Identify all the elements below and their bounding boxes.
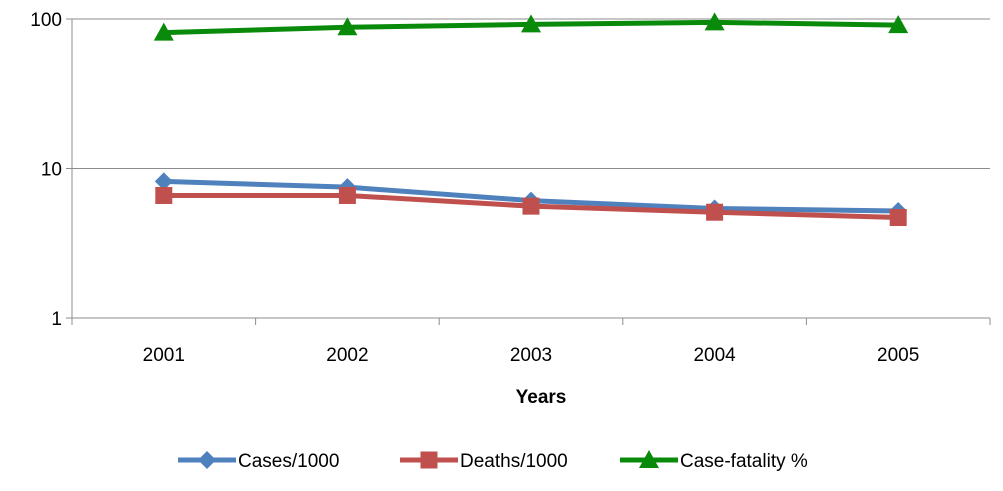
legend-item-2: Case-fatality % <box>620 450 808 472</box>
x-tick-label-2003: 2003 <box>510 345 552 366</box>
data-point-2-2 <box>521 14 541 33</box>
axes: 1 10 100 2001 2002 2003 2004 2005 <box>30 10 991 366</box>
data-point-1-1 <box>338 186 356 204</box>
legend-label-0: Cases/1000 <box>238 451 339 472</box>
data-point-0-0 <box>154 172 173 191</box>
series-1 <box>155 186 907 227</box>
y-tick-label-10: 10 <box>41 160 62 181</box>
legend-item-1: Deaths/1000 <box>400 451 568 472</box>
data-point-2-3 <box>704 12 725 31</box>
x-axis-title: Years <box>516 387 567 408</box>
data-point-2-0 <box>153 22 174 41</box>
legend-label-1: Deaths/1000 <box>460 451 568 472</box>
legend-marker-0 <box>198 451 216 469</box>
x-tick-label-2002: 2002 <box>326 345 368 366</box>
x-tick-label-2005: 2005 <box>877 345 919 366</box>
gridlines <box>72 18 990 169</box>
data-point-2-4 <box>888 15 909 34</box>
data-point-1-2 <box>522 197 540 215</box>
legend-marker-1 <box>420 451 438 469</box>
data-point-2-1 <box>337 17 358 36</box>
data-series <box>153 12 909 227</box>
data-point-1-4 <box>889 209 907 227</box>
y-tick-label-100: 100 <box>30 10 62 31</box>
legend-marker-2 <box>639 450 659 468</box>
legend: Cases/1000 Deaths/1000 Case-fatality % <box>178 450 808 472</box>
data-point-1-0 <box>155 186 173 204</box>
legend-item-0: Cases/1000 <box>178 451 339 472</box>
series-2 <box>153 12 909 41</box>
x-tick-label-2001: 2001 <box>143 345 185 366</box>
data-point-1-3 <box>706 203 724 221</box>
legend-label-2: Case-fatality % <box>680 451 808 472</box>
y-tick-label-1: 1 <box>51 309 62 330</box>
x-tick-label-2004: 2004 <box>693 345 736 366</box>
